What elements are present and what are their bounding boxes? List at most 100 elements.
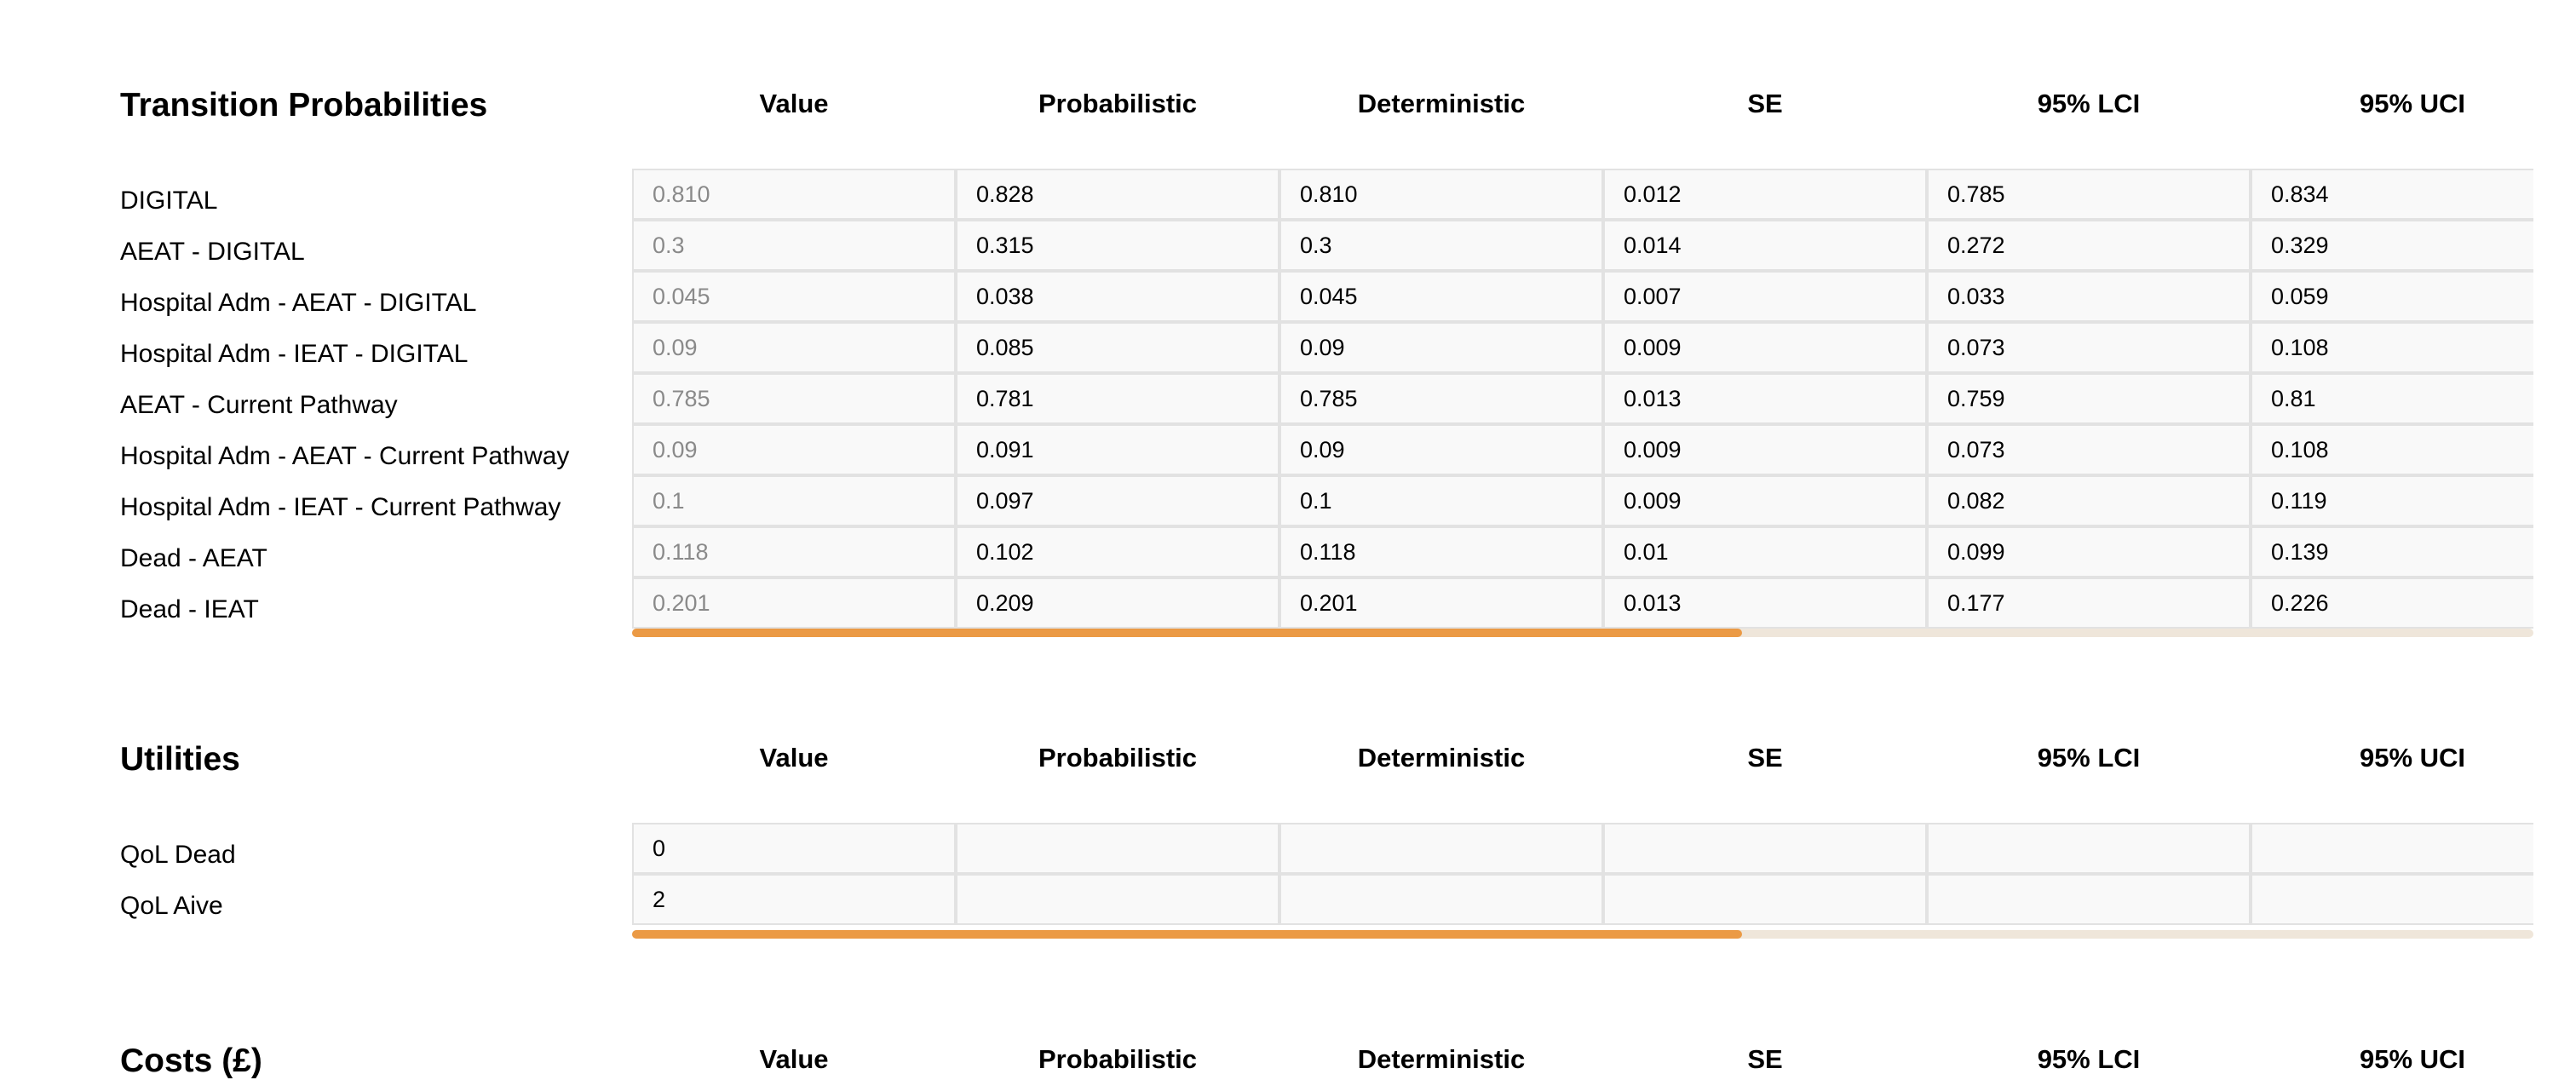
probabilistic-cell[interactable]: 0.091 <box>956 424 1279 475</box>
uci-cell[interactable]: 0.108 <box>2251 424 2533 475</box>
se-cell[interactable]: 0.009 <box>1603 424 1927 475</box>
se-cell[interactable]: 0.007 <box>1603 271 1927 322</box>
lci-cell[interactable]: 0.177 <box>1927 577 2251 629</box>
row-label: AEAT - DIGITAL <box>120 238 305 266</box>
uci-cell[interactable]: 0.81 <box>2251 373 2533 424</box>
uci-cell[interactable]: 0.139 <box>2251 526 2533 577</box>
value-cell[interactable]: 0.1 <box>632 475 956 526</box>
cell-value: 0.085 <box>976 335 1034 360</box>
value-cell[interactable]: 0 <box>632 823 956 874</box>
uci-cell[interactable]: 0.834 <box>2251 169 2533 220</box>
deterministic-cell[interactable]: 0.09 <box>1279 424 1603 475</box>
cell-value: 0.073 <box>1947 437 2005 462</box>
table-row: 0.3 0.315 0.3 0.014 0.272 0.329 <box>632 220 2533 271</box>
se-cell[interactable]: 0.013 <box>1603 577 1927 629</box>
se-cell[interactable] <box>1603 823 1927 874</box>
row-label: Hospital Adm - AEAT - DIGITAL <box>120 289 477 317</box>
uci-cell[interactable]: 0.059 <box>2251 271 2533 322</box>
probabilistic-cell[interactable]: 0.085 <box>956 322 1279 373</box>
transition-probabilities-section: Transition Probabilities Value Probabili… <box>120 87 2533 637</box>
lci-cell[interactable] <box>1927 874 2251 925</box>
probabilistic-cell[interactable]: 0.315 <box>956 220 1279 271</box>
cell-value: 0.1 <box>653 488 685 514</box>
column-header-se: SE <box>1747 1044 1783 1074</box>
se-cell[interactable] <box>1603 874 1927 925</box>
probabilistic-cell[interactable]: 0.209 <box>956 577 1279 629</box>
uci-cell[interactable] <box>2251 874 2533 925</box>
deterministic-cell[interactable] <box>1279 823 1603 874</box>
cell-value: 0.009 <box>1624 437 1682 462</box>
probabilistic-cell[interactable]: 0.038 <box>956 271 1279 322</box>
utilities-section: Utilities Value Probabilistic Determinis… <box>120 741 2533 939</box>
value-cell[interactable]: 0.810 <box>632 169 956 220</box>
row-label: DIGITAL <box>120 187 218 215</box>
value-cell[interactable]: 0.118 <box>632 526 956 577</box>
lci-cell[interactable]: 0.073 <box>1927 424 2251 475</box>
se-cell[interactable]: 0.013 <box>1603 373 1927 424</box>
row-label: Hospital Adm - IEAT - DIGITAL <box>120 340 469 368</box>
cell-value: 0.09 <box>1300 335 1345 360</box>
probabilistic-cell[interactable]: 0.102 <box>956 526 1279 577</box>
uci-cell[interactable]: 0.226 <box>2251 577 2533 629</box>
lci-cell[interactable]: 0.785 <box>1927 169 2251 220</box>
uci-cell[interactable]: 0.119 <box>2251 475 2533 526</box>
lci-cell[interactable] <box>1927 823 2251 874</box>
deterministic-cell[interactable]: 0.201 <box>1279 577 1603 629</box>
lci-cell[interactable]: 0.082 <box>1927 475 2251 526</box>
se-cell[interactable]: 0.009 <box>1603 475 1927 526</box>
value-cell[interactable]: 0.201 <box>632 577 956 629</box>
value-cell[interactable]: 2 <box>632 874 956 925</box>
deterministic-cell[interactable]: 0.045 <box>1279 271 1603 322</box>
horizontal-scrollbar[interactable] <box>632 930 2533 939</box>
value-cell[interactable]: 0.09 <box>632 424 956 475</box>
uci-cell[interactable] <box>2251 823 2533 874</box>
se-cell[interactable]: 0.014 <box>1603 220 1927 271</box>
deterministic-cell[interactable]: 0.785 <box>1279 373 1603 424</box>
deterministic-cell[interactable]: 0.1 <box>1279 475 1603 526</box>
cell-value: 0.108 <box>2271 335 2329 360</box>
scrollbar-thumb[interactable] <box>632 930 1743 939</box>
probabilistic-cell[interactable]: 0.781 <box>956 373 1279 424</box>
cell-value: 0.007 <box>1624 284 1682 309</box>
probabilistic-cell[interactable] <box>956 823 1279 874</box>
lci-cell[interactable]: 0.073 <box>1927 322 2251 373</box>
lci-cell[interactable]: 0.759 <box>1927 373 2251 424</box>
uci-cell[interactable]: 0.329 <box>2251 220 2533 271</box>
probabilistic-cell[interactable]: 0.828 <box>956 169 1279 220</box>
cell-value: 0.073 <box>1947 335 2005 360</box>
se-cell[interactable]: 0.01 <box>1603 526 1927 577</box>
cell-value: 0.810 <box>653 181 710 207</box>
deterministic-cell[interactable] <box>1279 874 1603 925</box>
cell-value: 0.3 <box>653 233 685 258</box>
table-row: 0.810 0.828 0.810 0.012 0.785 0.834 <box>632 169 2533 220</box>
cell-value: 0.315 <box>976 233 1034 258</box>
deterministic-cell[interactable]: 0.118 <box>1279 526 1603 577</box>
horizontal-scrollbar[interactable] <box>632 629 2533 637</box>
deterministic-cell[interactable]: 0.09 <box>1279 322 1603 373</box>
table-row: 0 <box>632 823 2533 874</box>
se-cell[interactable]: 0.009 <box>1603 322 1927 373</box>
cell-value: 0.828 <box>976 181 1034 207</box>
column-header-lci: 95% LCI <box>2037 89 2141 118</box>
scrollbar-thumb[interactable] <box>632 629 1743 637</box>
deterministic-cell[interactable]: 0.810 <box>1279 169 1603 220</box>
value-cell[interactable]: 0.09 <box>632 322 956 373</box>
se-cell[interactable]: 0.012 <box>1603 169 1927 220</box>
value-cell[interactable]: 0.3 <box>632 220 956 271</box>
uci-cell[interactable]: 0.108 <box>2251 322 2533 373</box>
column-header-se: SE <box>1747 89 1783 118</box>
section-title: Transition Probabilities <box>120 87 488 124</box>
lci-cell[interactable]: 0.272 <box>1927 220 2251 271</box>
column-header-se: SE <box>1747 743 1783 773</box>
probabilistic-cell[interactable]: 0.097 <box>956 475 1279 526</box>
data-grid[interactable]: 0.810 0.828 0.810 0.012 0.785 0.834 0.3 0.315 0.… <box>632 169 2533 630</box>
lci-cell[interactable]: 0.033 <box>1927 271 2251 322</box>
value-cell[interactable]: 0.045 <box>632 271 956 322</box>
lci-cell[interactable]: 0.099 <box>1927 526 2251 577</box>
cell-value: 0 <box>653 836 666 861</box>
deterministic-cell[interactable]: 0.3 <box>1279 220 1603 271</box>
probabilistic-cell[interactable] <box>956 874 1279 925</box>
value-cell[interactable]: 0.785 <box>632 373 956 424</box>
cell-value: 0.108 <box>2271 437 2329 462</box>
